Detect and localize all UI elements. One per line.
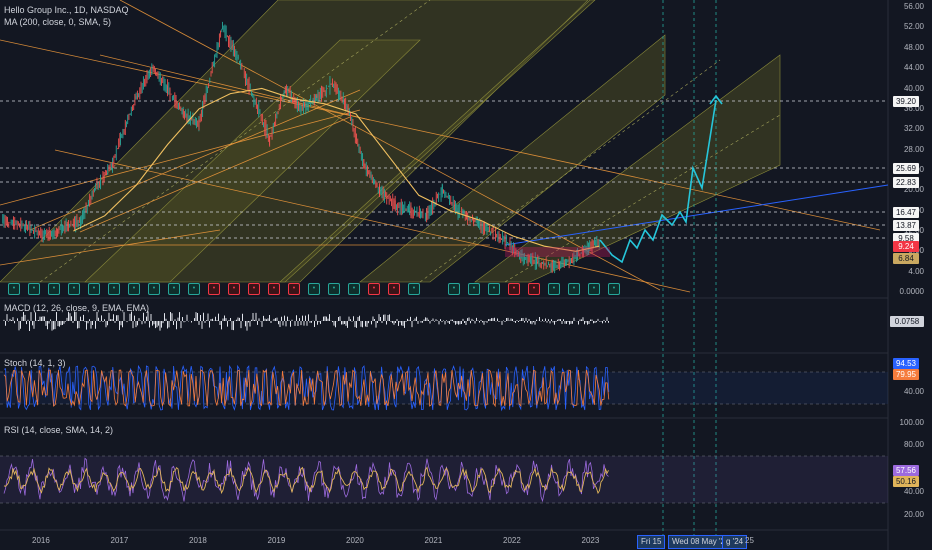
earnings-marker-icon[interactable]: • <box>488 283 500 295</box>
ma-legend[interactable]: MA (200, close, 0, SMA, 5) <box>4 17 112 27</box>
price-axis-tick: 52.00 <box>903 22 924 32</box>
earnings-marker-icon[interactable]: • <box>68 283 80 295</box>
projection-arrow <box>709 94 723 105</box>
earnings-marker-icon[interactable]: • <box>128 283 140 295</box>
earnings-marker-icon[interactable]: • <box>48 283 60 295</box>
price-badge-current: 9.24 <box>893 241 919 252</box>
channel-3 <box>359 34 666 283</box>
channel-4 <box>474 54 781 283</box>
earnings-marker-icon[interactable]: • <box>528 283 540 295</box>
earnings-marker-icon[interactable]: • <box>328 283 340 295</box>
price-badge-25-69: 25.69 <box>893 163 919 174</box>
earnings-marker-icon[interactable]: • <box>568 283 580 295</box>
price-axis-tick: 56.00 <box>903 2 924 12</box>
macd-legend[interactable]: MACD (12, 26, close, 9, EMA, EMA) <box>4 303 150 313</box>
time-axis-tick: 2021 <box>424 536 443 545</box>
rsi-axis-tick-40: 40.00 <box>903 487 924 496</box>
trendline-8 <box>99 54 371 121</box>
stoch-axis-tick: 40.00 <box>903 387 924 396</box>
price-badge-22-83: 22.83 <box>893 177 919 188</box>
price-axis-tick: 4.00 <box>908 266 924 276</box>
earnings-marker-icon[interactable]: • <box>188 283 200 295</box>
projection-path <box>599 99 717 264</box>
price-badge-ma: 6.84 <box>893 253 919 264</box>
trendline-2 <box>54 149 691 293</box>
earnings-marker-icon[interactable]: • <box>368 283 380 295</box>
time-axis-tick: 2017 <box>110 536 129 545</box>
rsi-value-badge: 57.56 <box>893 465 919 476</box>
price-axis-tick: 0.0000 <box>899 287 924 296</box>
earnings-marker-icon[interactable]: • <box>408 283 420 295</box>
price-axis-tick: 36.00 <box>903 103 924 113</box>
time-axis-tick: 2022 <box>503 536 521 545</box>
price-axis-tick: 20.00 <box>903 185 924 195</box>
trendline-7 <box>0 229 221 266</box>
rsi-legend[interactable]: RSI (14, close, SMA, 14, 2) <box>4 425 114 435</box>
time-axis-tick: 2023 <box>581 536 600 545</box>
price-badge-9-58: 9.58 <box>893 233 919 244</box>
price-axis-tick: 40.00 <box>903 83 924 93</box>
earnings-marker-icon[interactable]: • <box>28 283 40 295</box>
channel-2 <box>279 0 596 283</box>
long-trendline <box>504 184 889 246</box>
earnings-marker-icon[interactable]: • <box>88 283 100 295</box>
earnings-marker-icon[interactable]: • <box>208 283 220 295</box>
price-badge-39-20: 39.20 <box>893 96 919 107</box>
price-axis-tick: 32.00 <box>903 124 924 134</box>
date-label-fri-15: Fri 15 <box>637 535 666 549</box>
rsi-axis-tick-100: 100.00 <box>899 418 924 427</box>
channel-midline-0 <box>39 0 431 283</box>
rsi-ma-line <box>3 466 609 495</box>
trendline-3 <box>0 109 361 206</box>
time-axis-tick: 2018 <box>189 536 207 545</box>
stoch-d-badge: 79.95 <box>893 369 919 380</box>
time-axis-tick: 2016 <box>32 536 50 545</box>
earnings-marker-icon[interactable]: • <box>148 283 160 295</box>
earnings-marker-icon[interactable]: • <box>388 283 400 295</box>
date-label-25: 25 <box>745 536 754 545</box>
price-badge-16-47: 16.47 <box>893 207 919 218</box>
macd-histogram <box>3 311 609 331</box>
earnings-marker-icon[interactable]: • <box>288 283 300 295</box>
price-badge-13-87: 13.87 <box>893 220 919 231</box>
stoch-legend[interactable]: Stoch (14, 1, 3) <box>4 358 66 368</box>
earnings-marker-icon[interactable]: • <box>248 283 260 295</box>
price-axis-tick: 28.00 <box>903 144 924 154</box>
earnings-marker-icon[interactable]: • <box>168 283 180 295</box>
ma-200-line <box>73 87 600 252</box>
time-axis-tick: 2019 <box>267 536 286 545</box>
earnings-marker-icon[interactable]: • <box>508 283 520 295</box>
earnings-marker-icon[interactable]: • <box>308 283 320 295</box>
earnings-marker-icon[interactable]: • <box>228 283 240 295</box>
symbol-legend[interactable]: Hello Group Inc., 1D, NASDAQ <box>4 5 129 15</box>
rsi-axis-tick-80: 80.00 <box>903 440 924 449</box>
rsi-ma-badge: 50.16 <box>893 476 919 487</box>
earnings-marker-icon[interactable]: • <box>448 283 460 295</box>
price-axis-tick: 48.00 <box>903 42 924 52</box>
trendline-1 <box>119 0 661 291</box>
earnings-marker-icon[interactable]: • <box>468 283 480 295</box>
earnings-marker-icon[interactable]: • <box>108 283 120 295</box>
earnings-marker-icon[interactable]: • <box>588 283 600 295</box>
earnings-marker-icon[interactable]: • <box>348 283 360 295</box>
highlight-zone <box>505 247 610 257</box>
earnings-marker-icon[interactable]: • <box>8 283 20 295</box>
earnings-marker-icon[interactable]: • <box>268 283 280 295</box>
macd-value-badge: 0.0758 <box>890 316 924 327</box>
date-label-aug-24: g '24 <box>722 535 748 549</box>
rsi-band <box>0 456 888 503</box>
trendline-5 <box>79 116 351 233</box>
earnings-marker-icon[interactable]: • <box>608 283 620 295</box>
stoch-k-badge: 94.53 <box>893 358 919 369</box>
stoch-k-line <box>3 364 610 412</box>
rsi-axis-tick-20: 20.00 <box>903 510 924 519</box>
price-candles <box>2 21 600 274</box>
stoch-band <box>0 372 888 404</box>
stoch-d-line <box>3 369 610 408</box>
price-axis-tick: 44.00 <box>903 63 924 73</box>
earnings-marker-icon[interactable]: • <box>548 283 560 295</box>
time-axis-tick: 2020 <box>346 536 364 545</box>
